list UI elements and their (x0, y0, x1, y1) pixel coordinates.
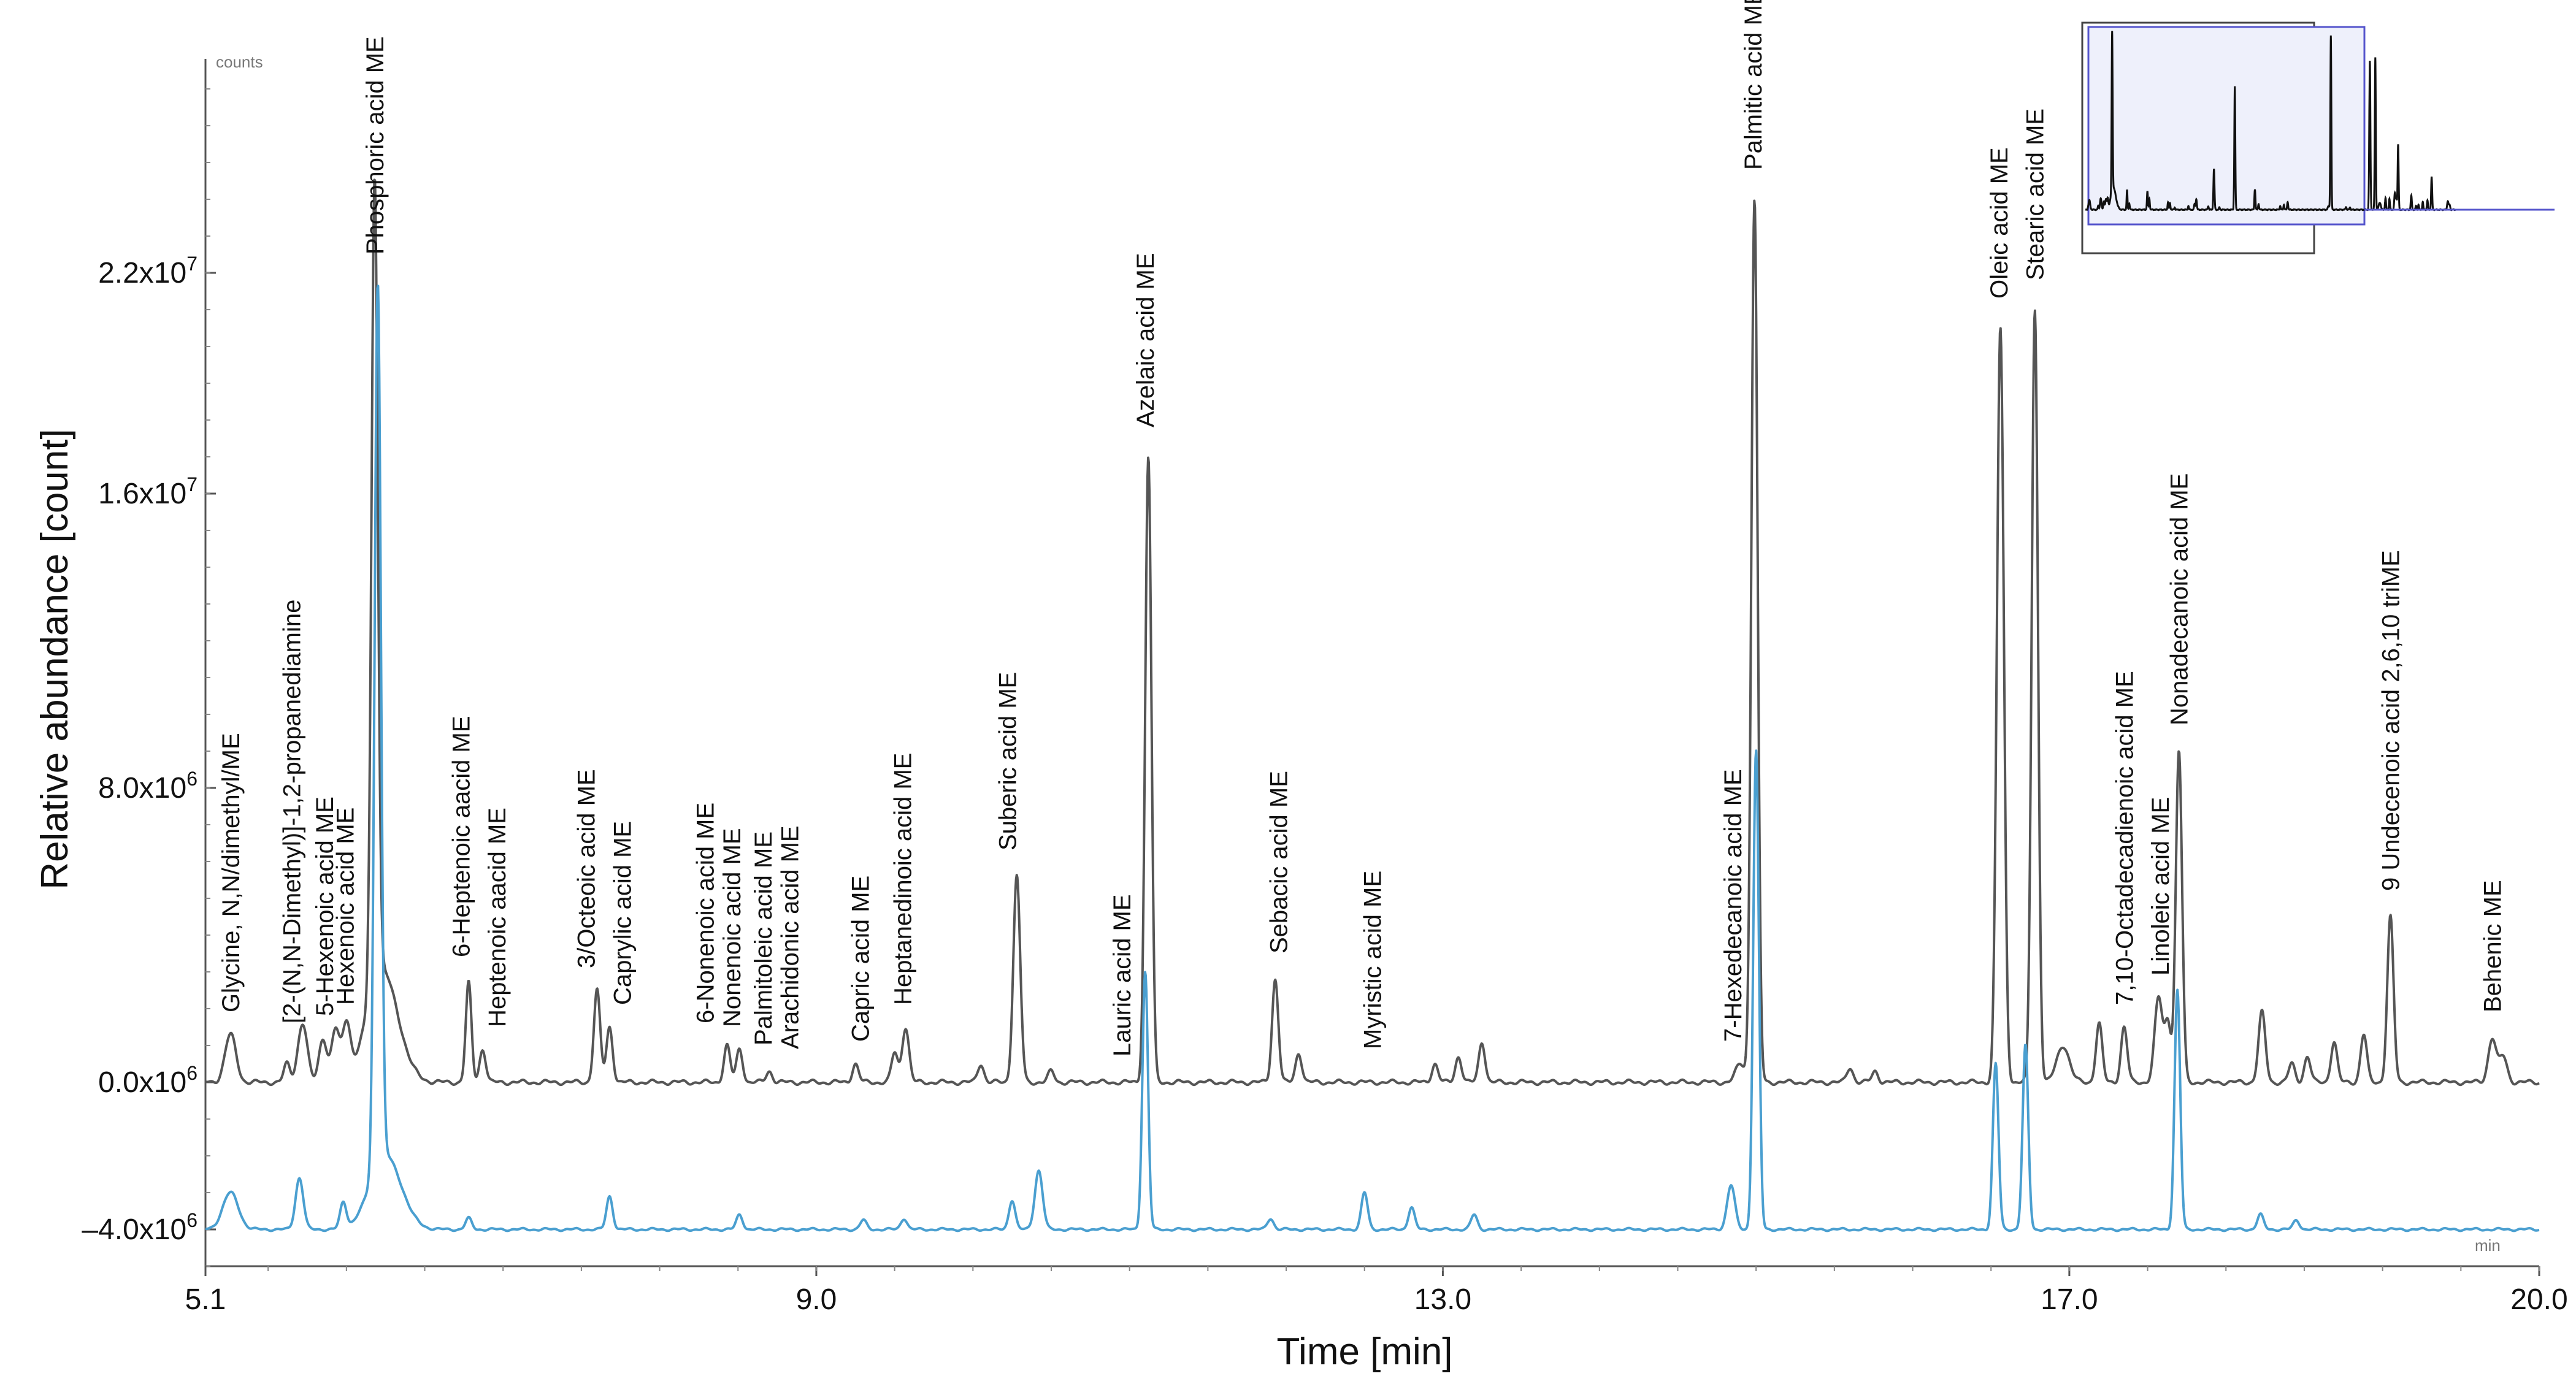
peak-label: 6-Heptenoic aacid ME (448, 716, 475, 957)
y-tick-label: 1.6x107 (98, 473, 197, 510)
x-unit-label: min (2475, 1236, 2501, 1255)
y-tick-label: 8.0x106 (98, 768, 197, 804)
peak-label: Arachidonic acid ME (777, 825, 804, 1049)
peak-label: Palmitoleic acid ME (750, 831, 777, 1045)
peak-label: Capric acid ME (847, 876, 874, 1042)
peak-label: Glycine, N,N/dimethyl/ME (218, 733, 245, 1012)
peak-label: Nonadecanoic acid ME (2166, 473, 2193, 725)
x-tick-label: 20.0 (2510, 1283, 2567, 1316)
x-tick-label: 13.0 (1414, 1283, 1471, 1316)
chromatogram-traces (205, 178, 2540, 1232)
peak-label: Phosphoric acid ME (362, 36, 389, 254)
x-tick-label: 5.1 (185, 1283, 226, 1316)
y-tick-label: –4.0x106 (82, 1209, 197, 1246)
peak-label: 9 Undecenoic acid 2,6,10 triME (2377, 550, 2404, 891)
overview-inset-highlight (2087, 26, 2366, 226)
peak-label: 5-Hexenoic acid ME (312, 797, 339, 1016)
y-tick-label: 0.0x106 (98, 1062, 197, 1099)
peak-label: Hexenoic acid ME (332, 808, 359, 1005)
peak-label: Azelaic acid ME (1132, 253, 1159, 427)
peak-label: Heptenoic aacid ME (484, 808, 511, 1027)
chromatogram-trace-black (205, 178, 2540, 1087)
peak-label: Nonenoic acid ME (719, 828, 746, 1027)
y-axis-title: Relative abundance [count] (34, 429, 76, 889)
peak-label: Behenic ME (2479, 880, 2506, 1012)
chart-axes (204, 59, 2539, 1267)
x-tick-label: 9.0 (796, 1283, 837, 1316)
chromatogram-trace-blue (205, 285, 2540, 1232)
y-axis-ticks: 3.0x1072.2x1071.6x1078.0x1060.0x106–4.0x… (82, 88, 216, 1267)
peak-label: Lauric acid ME (1109, 894, 1136, 1056)
peak-label: Suberic acid ME (995, 672, 1022, 850)
peak-label: 6-Nonenoic acid ME (692, 803, 719, 1023)
overview-inset (2081, 21, 2555, 254)
peak-label: Myristic acid ME (1360, 871, 1387, 1049)
peak-annotations: Glycine, N,N/dimethyl/ME [2-(N,N-Dimethyl… (218, 0, 2506, 1056)
y-tick-label: 2.2x107 (98, 253, 197, 289)
overview-inset-trace (2085, 31, 2555, 212)
peak-label: Caprylic acid ME (609, 821, 636, 1005)
peak-label: [2-(N,N-Dimethyl)]-1,2-propanediamine (279, 600, 306, 1023)
peak-label: 7,10-Octadecadienoic acid ME (2111, 671, 2138, 1005)
peak-label: Palmitic acid ME (1740, 0, 1767, 170)
peak-label: 7-Hexedecanoic acid ME (1720, 769, 1747, 1042)
x-tick-label: 17.0 (2041, 1283, 2098, 1316)
peak-label: Heptanedinoic acid ME (889, 753, 916, 1005)
peak-label: Stearic acid ME (2022, 109, 2049, 280)
peak-label: 3/Octeoic acid ME (573, 769, 600, 968)
x-axis-title: Time [min] (1276, 1331, 1452, 1373)
x-axis-ticks: 5.1 9.0 13.0 17.0 20.0 (185, 1266, 2568, 1316)
peak-label: Sebacic acid ME (1265, 771, 1292, 953)
y-unit-label: counts (216, 53, 263, 71)
peak-label: Linoleic acid ME (2147, 797, 2174, 976)
peak-label: Oleic acid ME (1986, 147, 2013, 299)
